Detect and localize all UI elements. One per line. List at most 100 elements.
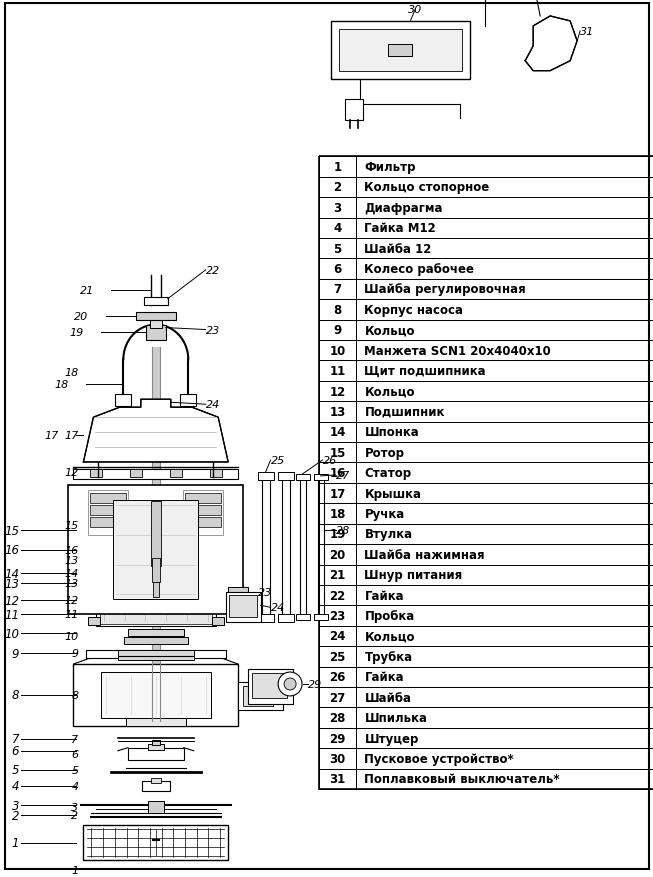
Bar (319, 239, 653, 259)
Bar (101, 673, 211, 718)
Bar (319, 626, 653, 646)
Text: 13: 13 (329, 405, 345, 418)
Bar (91, 583, 99, 591)
Text: 18: 18 (64, 367, 78, 377)
Text: 7: 7 (12, 732, 19, 745)
Text: 19: 19 (70, 327, 84, 337)
Bar (144, 297, 168, 305)
Text: 2: 2 (71, 810, 78, 821)
Text: Статор: Статор (364, 467, 411, 480)
Bar (124, 638, 188, 645)
Bar (319, 157, 653, 177)
Bar (90, 469, 102, 477)
Text: 7: 7 (71, 734, 78, 744)
Bar (319, 545, 653, 565)
Text: Шайба 12: Шайба 12 (364, 242, 432, 255)
Text: 6: 6 (71, 749, 78, 759)
Text: 22: 22 (206, 266, 220, 275)
Text: 29: 29 (308, 679, 323, 689)
Text: Щит подшипника: Щит подшипника (364, 365, 486, 378)
Text: 15: 15 (4, 524, 19, 537)
Text: 5: 5 (12, 763, 19, 776)
Text: 2: 2 (334, 182, 342, 194)
Bar (319, 320, 653, 340)
Bar (226, 593, 261, 623)
Text: 11: 11 (64, 610, 78, 619)
Bar (229, 595, 257, 617)
Text: 16: 16 (4, 544, 19, 556)
Text: 13: 13 (64, 579, 78, 588)
Polygon shape (84, 400, 228, 462)
Text: 22: 22 (329, 589, 345, 602)
Text: 6: 6 (12, 745, 19, 758)
Bar (86, 651, 226, 659)
Bar (138, 580, 174, 592)
Text: Кольцо: Кольцо (364, 385, 415, 398)
Bar (164, 571, 172, 577)
Bar (319, 606, 653, 626)
Bar (319, 177, 653, 198)
Text: 13: 13 (64, 555, 78, 565)
Bar (319, 769, 653, 789)
Bar (136, 312, 176, 320)
Text: 14: 14 (64, 569, 78, 579)
Bar (319, 157, 653, 789)
Text: 12: 12 (64, 595, 78, 606)
Bar (319, 688, 653, 708)
Bar (151, 502, 161, 566)
Bar (319, 524, 653, 545)
Bar (180, 395, 197, 407)
Bar (319, 340, 653, 361)
Text: Шнур питания: Шнур питания (364, 568, 463, 581)
Text: Шайба: Шайба (364, 691, 411, 704)
Text: 30: 30 (329, 752, 345, 765)
Bar (278, 473, 294, 481)
Bar (319, 728, 653, 748)
Text: Крышка: Крышка (364, 487, 421, 500)
Text: Шпонка: Шпонка (364, 426, 419, 438)
Bar (185, 517, 221, 527)
Text: 28: 28 (329, 711, 345, 724)
Text: 20: 20 (329, 548, 345, 561)
Text: 17: 17 (329, 487, 345, 500)
Text: 26: 26 (329, 671, 345, 683)
Text: Шпилька: Шпилька (364, 711, 428, 724)
Bar (238, 682, 283, 710)
Text: 9: 9 (334, 324, 342, 337)
Bar (319, 503, 653, 524)
Bar (243, 686, 273, 706)
Text: 28: 28 (336, 525, 350, 535)
Bar (319, 422, 653, 443)
Bar (88, 617, 100, 625)
Bar (127, 503, 185, 558)
Bar (345, 99, 364, 121)
Text: 17: 17 (44, 430, 59, 440)
Text: Штуцер: Штуцер (364, 731, 419, 745)
Text: 1: 1 (334, 160, 342, 174)
Bar (296, 474, 310, 481)
Text: 20: 20 (74, 311, 88, 321)
Text: 8: 8 (71, 690, 78, 700)
Bar (248, 669, 293, 704)
Text: 1: 1 (12, 837, 19, 849)
Bar (101, 596, 113, 602)
Text: 7: 7 (334, 283, 342, 296)
Text: Втулка: Втулка (364, 528, 413, 541)
Bar (151, 348, 160, 721)
Text: 18: 18 (329, 508, 345, 520)
Text: 9: 9 (71, 648, 78, 659)
Bar (319, 443, 653, 463)
Bar (185, 493, 221, 503)
Text: 15: 15 (64, 521, 78, 531)
Text: 9: 9 (12, 647, 19, 660)
Bar (319, 585, 653, 606)
Text: 30: 30 (408, 5, 422, 15)
Text: Ротор: Ротор (364, 446, 404, 460)
Text: 27: 27 (336, 470, 350, 481)
Bar (148, 744, 164, 750)
Bar (313, 615, 328, 621)
Text: 4: 4 (71, 781, 78, 791)
Bar (319, 381, 653, 402)
Text: 16: 16 (64, 545, 78, 555)
Bar (319, 361, 653, 381)
